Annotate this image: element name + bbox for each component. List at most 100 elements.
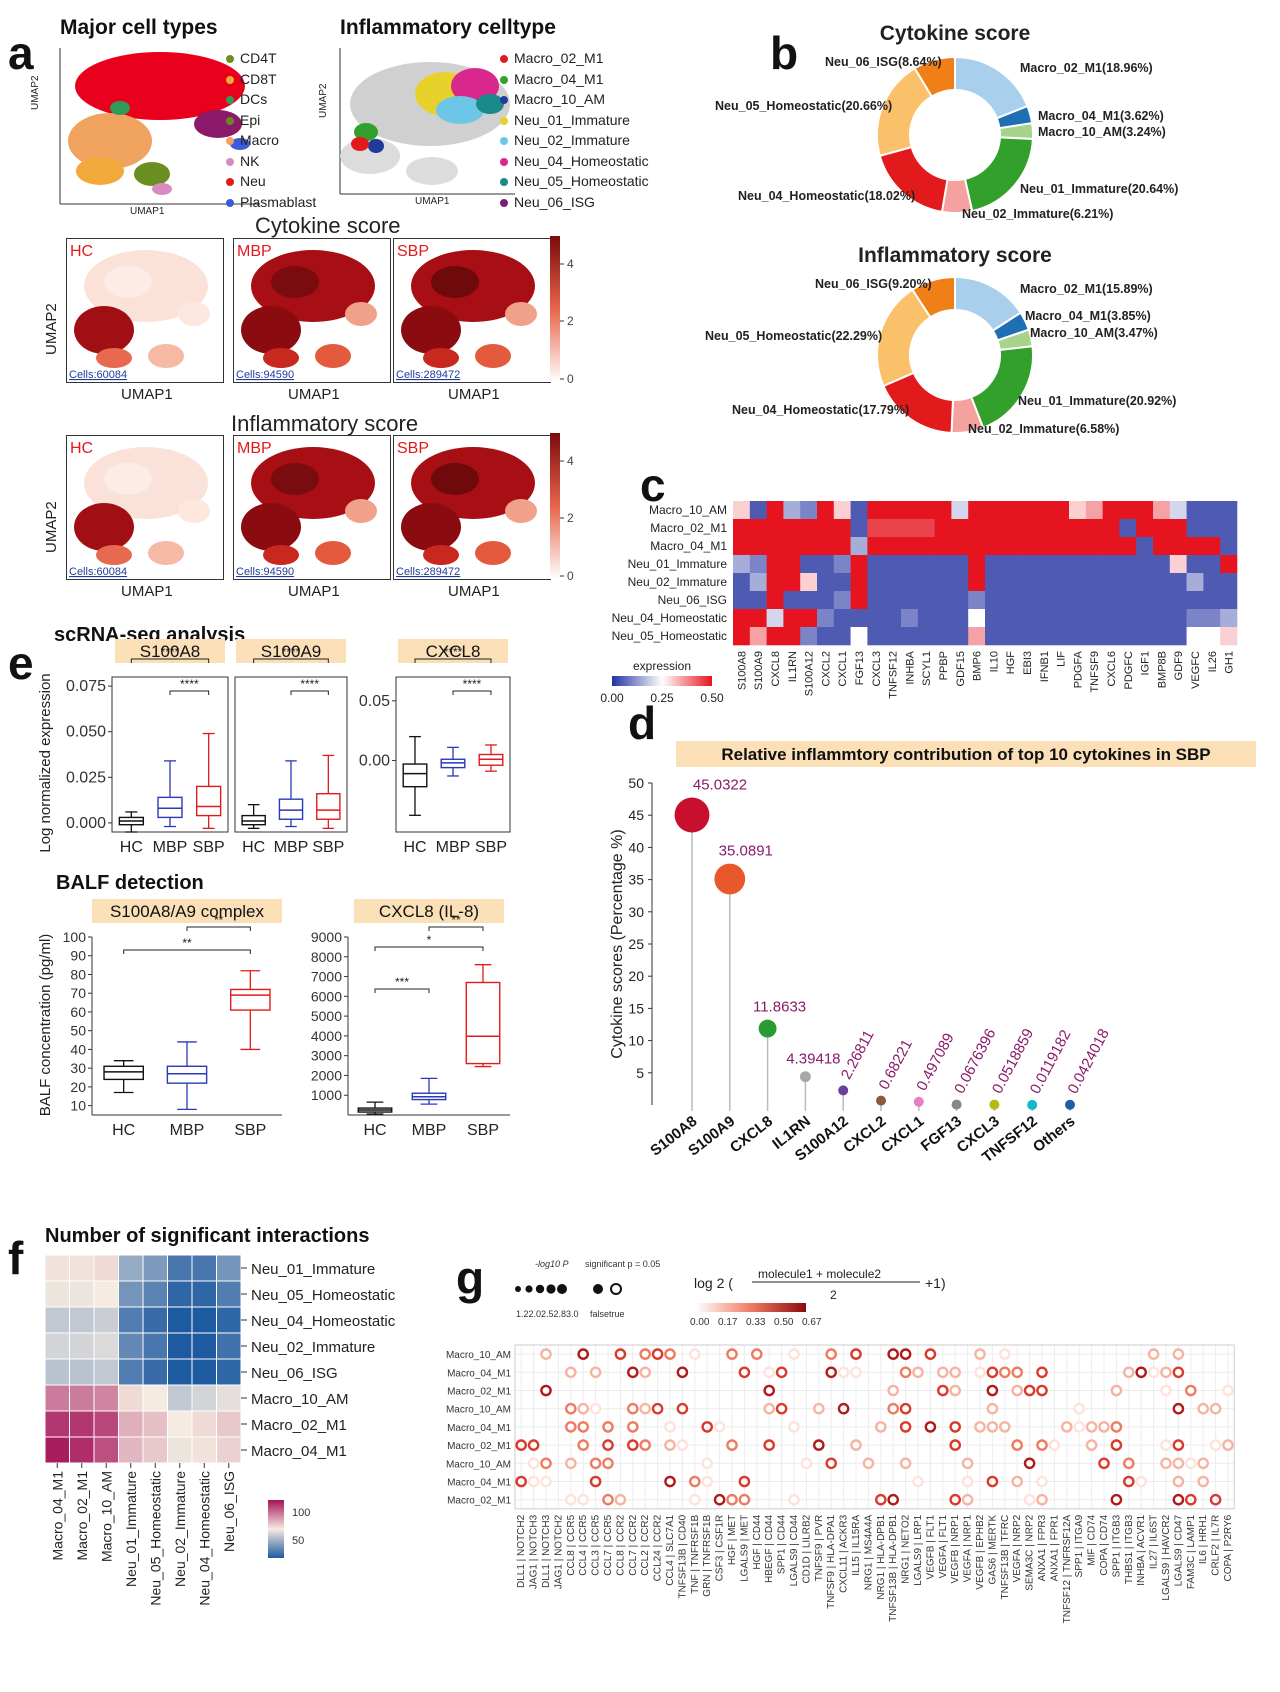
legend-label: Neu	[240, 173, 266, 189]
heatmap-cell	[1001, 555, 1019, 574]
colorbar-gradient	[550, 236, 560, 382]
dot	[527, 1457, 540, 1470]
y-tick-label: 35	[628, 872, 644, 888]
dot	[1160, 1457, 1172, 1470]
group-label: MBP	[237, 440, 272, 457]
panel-letter-d: d	[628, 697, 657, 749]
heatmap-cell	[833, 609, 851, 628]
heatmap-cell	[968, 555, 986, 574]
heatmap-cell	[93, 1280, 119, 1308]
col-label: COPA | P2RY6	[1223, 1514, 1234, 1581]
legend-label: Neu_04_Homeostatic	[514, 152, 649, 169]
umap-cluster	[271, 266, 319, 298]
heatmap-cell	[833, 591, 851, 610]
dot	[1123, 1475, 1135, 1488]
dot	[1061, 1421, 1073, 1433]
y-tick-label: 45	[628, 807, 644, 823]
heatmap-cell	[1136, 555, 1154, 574]
legend-title: -log10 P	[535, 1259, 569, 1269]
dot	[949, 1439, 962, 1451]
heatmap-cell	[766, 501, 784, 520]
heatmap-col-label: INHBA	[904, 650, 916, 684]
x-tick-label: CXCL1	[878, 1113, 927, 1157]
box	[316, 793, 341, 820]
colorbar-tick-label: 0.67	[802, 1317, 822, 1328]
dot	[887, 1384, 900, 1397]
dot	[1172, 1457, 1185, 1470]
y-tick-label: 50	[628, 775, 644, 791]
heatmap-cell	[1169, 501, 1187, 520]
heatmap-cell	[1220, 573, 1238, 592]
col-label: TNFSF13B | TFRC	[1000, 1515, 1011, 1600]
heatmap-cell	[1102, 627, 1120, 646]
dot	[676, 1366, 689, 1379]
heatmap-cell	[1119, 627, 1137, 646]
cytokine-row-ylabel: UMAP2	[43, 303, 60, 355]
umap-cluster	[401, 503, 461, 551]
sig-bracket	[374, 946, 484, 951]
col-label: SPP1 | ITGB3	[1111, 1514, 1122, 1577]
heatmap-cell	[766, 537, 784, 556]
heatmap-cell	[934, 519, 952, 538]
heatmap-cell	[1069, 537, 1087, 556]
dot	[664, 1439, 676, 1451]
heatmap-cell	[800, 573, 818, 592]
heatmap-cell	[167, 1384, 193, 1412]
heatmap-cell	[44, 1332, 70, 1360]
dot	[1098, 1457, 1110, 1470]
dot	[949, 1421, 962, 1433]
heatmap-cell	[901, 537, 919, 556]
heatmap-cell	[1186, 537, 1204, 556]
umap-cluster	[241, 503, 301, 551]
heatmap-col-label: GDF15	[955, 651, 967, 686]
col-label: TNFSF9 | PVR	[814, 1515, 825, 1582]
legend-item: NK	[226, 153, 259, 169]
heatmap-cell	[1153, 591, 1171, 610]
umap-cluster	[148, 344, 184, 368]
heatmap-row-label: Macro_04_M1	[650, 539, 727, 553]
dot	[1135, 1366, 1148, 1379]
dot	[527, 1439, 540, 1451]
x-tick-label: MBP	[436, 839, 471, 856]
heatmap-cell	[833, 501, 851, 520]
umap-cluster	[431, 463, 479, 495]
dot	[825, 1348, 838, 1360]
heatmap-cell	[44, 1436, 70, 1464]
dot	[1011, 1366, 1024, 1379]
group-label: HC	[70, 243, 93, 260]
dot	[664, 1348, 676, 1360]
col-label: HGF | CD44	[752, 1514, 763, 1569]
x-tick-label: HC	[120, 839, 143, 856]
dot	[1011, 1475, 1024, 1488]
col-label: VEGFA | NRP1	[963, 1514, 974, 1582]
heatmap-cell	[1169, 519, 1187, 538]
row-label: Macro_10_AM	[446, 1350, 511, 1361]
heatmap-cell	[93, 1254, 119, 1282]
dot	[540, 1384, 552, 1397]
heatmap-cell	[1153, 573, 1171, 592]
legend-dot	[226, 75, 234, 84]
donut-label: Macro_02_M1(15.89%)	[1020, 282, 1153, 296]
dot	[763, 1439, 776, 1451]
legend-label: CD4T	[240, 50, 277, 66]
legend-dot	[500, 96, 508, 105]
heatmap-cell	[142, 1358, 168, 1386]
col-label: CCL2 | CCR2	[640, 1514, 651, 1575]
heatmap-cell	[867, 627, 885, 646]
lollipop-point	[799, 1071, 811, 1083]
heatmap-cell	[749, 537, 767, 556]
sig-bracket	[290, 690, 329, 695]
col-label: CCL8 | CCR2	[615, 1514, 626, 1575]
row-label: Macro_02_M1	[447, 1496, 511, 1507]
umap-cluster	[401, 306, 461, 354]
col-label: SEMA3C | NRP2	[1025, 1514, 1036, 1590]
y-tick-label: 10	[70, 1098, 86, 1114]
dot	[850, 1348, 862, 1360]
plot-frame	[234, 676, 348, 833]
heatmap-cell	[1186, 501, 1204, 520]
heatmap-cell	[191, 1410, 217, 1438]
heatmap-cell	[1052, 537, 1070, 556]
donut-title: Cytokine score	[880, 22, 1031, 45]
y-axis-label: Cytokine scores (Percentage %)	[609, 829, 626, 1058]
heatmap-cell	[1069, 555, 1087, 574]
